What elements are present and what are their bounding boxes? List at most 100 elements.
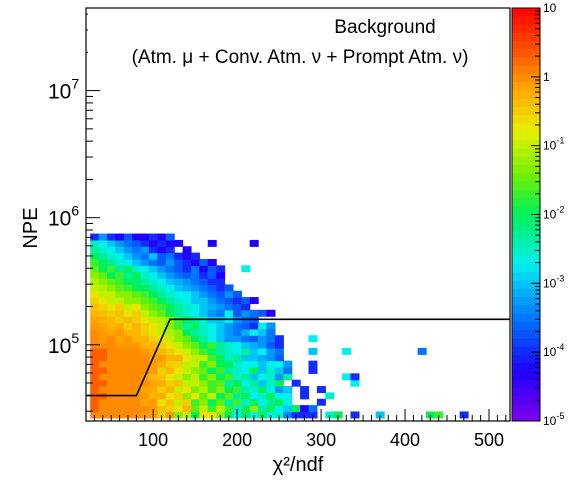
heatmap-bin [148,398,158,406]
heatmap-bin [224,290,234,298]
heatmap-bin [224,386,234,393]
heatmap-bin [140,246,150,254]
heatmap-bin [132,322,142,330]
heatmap-bin [434,411,444,419]
colorbar-tick-label: 10 [543,1,557,15]
heatmap-bin [216,290,226,298]
heatmap-bin [132,335,142,343]
heatmap-bin [148,316,158,324]
heatmap-bin [98,265,108,273]
heatmap-bin [266,398,276,406]
heatmap-bin [140,322,150,330]
heatmap-bin [106,265,116,273]
heatmap-bin [157,322,167,330]
plot-frame [85,7,511,422]
heatmap-bin [98,398,108,406]
heatmap-bin [140,252,150,260]
heatmap-bin [165,290,175,298]
heatmap-bin [417,347,427,355]
heatmap-bin [241,398,251,406]
heatmap-bin [216,328,226,336]
heatmap-bin [90,316,100,324]
heatmap-bin [258,398,268,406]
heatmap-bin [140,284,150,292]
heatmap-bin [199,322,209,330]
heatmap-bin [291,379,301,387]
chart-title-line2: (Atm. μ + Conv. Atm. ν + Prompt Atm. ν) [132,47,469,68]
heatmap-bin [325,392,335,400]
heatmap-bin [190,379,200,387]
heatmap-bin [140,309,150,317]
heatmap-bin [174,411,184,419]
heatmap-bin [325,411,335,419]
heatmap-bin [266,366,276,374]
heatmap-bin [90,366,100,374]
heatmap-bin [132,297,142,305]
heatmap-bin [232,303,242,311]
heatmap-bin [207,386,217,393]
heatmap-bin [132,258,142,266]
heatmap-bin [90,354,100,362]
heatmap-bin [132,316,142,324]
heatmap-bin [115,335,125,343]
heatmap-bin [199,373,209,381]
heatmap-bin [106,405,116,413]
heatmap-bin [165,354,175,362]
heatmap-bin [90,309,100,317]
heatmap-bin [98,411,108,419]
heatmap-bin [98,316,108,324]
heatmap-bin [165,258,175,266]
heatmap-bin [157,341,167,349]
heatmap-bin [216,405,226,413]
heatmap-bin [232,373,242,381]
heatmap-bin [157,278,167,285]
heatmap-bin [274,405,284,413]
heatmap-bin [148,278,158,285]
heatmap-bin [232,341,242,349]
heatmap-bin [182,258,192,266]
colorbar-segment [512,189,540,199]
heatmap-bin [216,284,226,292]
heatmap-bin [249,354,259,362]
heatmap-bin [258,328,268,336]
heatmap-bin [266,322,276,330]
heatmap-bin [98,297,108,305]
colorbar-tick-label: 1 [543,70,550,84]
heatmap-bin [182,246,192,254]
heatmap-bin [174,392,184,400]
heatmap-bin [106,341,116,349]
heatmap-bin [123,278,133,285]
heatmap-bin [132,328,142,336]
heatmap-bin [132,341,142,349]
colorbar-segment [512,379,540,389]
heatmap-bin [308,360,318,368]
heatmap-bin [123,386,133,393]
heatmap-bin [157,297,167,305]
heatmap-bin [241,265,251,273]
heatmap-bin [106,322,116,330]
heatmap-bin [232,297,242,305]
heatmap-bin [165,392,175,400]
heatmap-bin [274,386,284,393]
heatmap-bin [174,328,184,336]
heatmap-bin [90,373,100,381]
heatmap-bin [115,347,125,355]
heatmap-bin [132,309,142,317]
heatmap-bin [207,284,217,292]
heatmap-bin [342,373,352,381]
heatmap-bin [224,379,234,387]
heatmap-bin [140,360,150,368]
heatmap-bin [258,341,268,349]
heatmap-bin [224,373,234,381]
heatmap-bin [375,411,385,419]
heatmap-bin [241,303,251,311]
heatmap-bin [207,239,217,247]
heatmap-bin [140,316,150,324]
heatmap-bin [132,398,142,406]
heatmap-bin [274,360,284,368]
heatmap-bin [190,258,200,266]
heatmap-bin [232,347,242,355]
heatmap-bin [123,316,133,324]
colorbar-segment [512,387,540,397]
